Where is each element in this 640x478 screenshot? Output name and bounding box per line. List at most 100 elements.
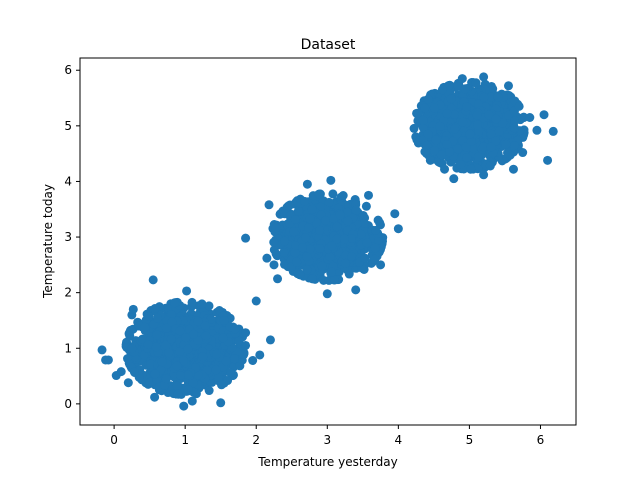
scatter-point-outlier	[187, 396, 197, 406]
points-layer	[97, 72, 558, 411]
scatter-point	[429, 103, 439, 113]
scatter-point-outlier	[262, 253, 272, 263]
scatter-point	[167, 317, 177, 327]
scatter-point-outlier	[302, 179, 312, 189]
scatter-point-outlier	[437, 85, 447, 95]
scatter-point	[183, 344, 193, 354]
scatter-point	[201, 331, 211, 341]
scatter-point-outlier	[548, 126, 558, 136]
scatter-point	[269, 237, 279, 247]
scatter-point	[175, 370, 185, 380]
scatter-point-outlier	[440, 164, 450, 174]
scatter-point	[204, 301, 214, 311]
scatter-point	[204, 386, 214, 396]
scatter-point	[446, 94, 456, 104]
scatter-point-outlier	[241, 340, 251, 350]
scatter-point	[146, 359, 156, 369]
scatter-point	[271, 249, 281, 259]
scatter-point	[494, 126, 504, 136]
scatter-point	[466, 136, 476, 146]
scatter-point-outlier	[123, 378, 133, 388]
scatter-point-outlier	[248, 356, 258, 365]
scatter-point	[325, 252, 335, 262]
scatter-point-outlier	[216, 398, 226, 408]
scatter-point-outlier	[418, 115, 428, 125]
scatter-point	[212, 349, 222, 359]
scatter-point-outlier	[364, 190, 373, 200]
scatter-point	[462, 153, 472, 163]
scatter-point	[453, 144, 463, 154]
scatter-point	[166, 334, 176, 344]
scatter-point	[473, 152, 483, 162]
y-axis-label: Temperature today	[41, 184, 55, 299]
scatter-point	[183, 370, 193, 380]
scatter-point	[465, 129, 475, 139]
scatter-point-outlier	[265, 335, 275, 345]
scatter-point	[431, 135, 441, 145]
scatter-point-outlier	[326, 175, 336, 185]
scatter-point	[461, 102, 471, 112]
scatter-point	[335, 210, 345, 220]
scatter-point	[127, 344, 137, 354]
scatter-point	[137, 334, 147, 344]
scatter-point	[486, 142, 496, 152]
scatter-point	[351, 205, 361, 215]
y-tick-label: 0	[64, 397, 72, 411]
scatter-point	[409, 123, 419, 133]
scatter-point-outlier	[420, 103, 430, 113]
scatter-point	[144, 312, 154, 322]
scatter-point	[484, 110, 494, 120]
scatter-point	[218, 333, 228, 343]
scatter-point	[129, 367, 139, 377]
scatter-point	[442, 109, 452, 119]
scatter-point	[501, 139, 511, 149]
scatter-point	[302, 265, 312, 275]
scatter-point	[343, 216, 353, 226]
scatter-point	[161, 374, 171, 384]
scatter-point	[473, 164, 483, 174]
scatter-point	[307, 204, 317, 214]
scatter-point-outlier	[97, 345, 107, 355]
scatter-point	[290, 248, 300, 258]
scatter-point	[285, 200, 295, 210]
x-tick-label: 4	[395, 433, 403, 447]
scatter-point	[339, 234, 349, 244]
scatter-point	[317, 261, 327, 271]
scatter-point	[298, 243, 308, 253]
plot-frame	[79, 57, 577, 426]
scatter-point	[491, 114, 501, 124]
scatter-point	[347, 251, 357, 261]
scatter-point	[473, 120, 483, 130]
scatter-point	[435, 121, 445, 131]
scatter-point	[292, 257, 302, 267]
scatter-point	[456, 159, 466, 169]
scatter-point-outlier	[264, 200, 274, 210]
scatter-point	[491, 136, 501, 146]
scatter-point	[332, 234, 342, 244]
scatter-point-outlier	[393, 224, 403, 234]
scatter-point	[315, 225, 325, 235]
scatter-point	[193, 316, 203, 326]
scatter-point	[458, 117, 468, 127]
scatter-point	[315, 244, 325, 254]
scatter-point	[175, 347, 185, 357]
scatter-point	[307, 274, 317, 284]
scatter-point	[314, 189, 324, 199]
scatter-point	[225, 368, 235, 378]
scatter-point	[338, 191, 348, 200]
scatter-point	[374, 235, 384, 245]
scatter-point	[434, 157, 444, 167]
scatter-point	[375, 218, 385, 228]
scatter-point	[152, 330, 162, 340]
scatter-point	[472, 110, 482, 120]
scatter-point	[503, 148, 513, 158]
scatter-point-outlier	[150, 392, 160, 402]
scatter-point	[302, 252, 312, 262]
scatter-point	[300, 196, 310, 206]
scatter-point-outlier	[219, 315, 229, 325]
scatter-point	[360, 253, 370, 263]
scatter-point	[442, 139, 452, 149]
